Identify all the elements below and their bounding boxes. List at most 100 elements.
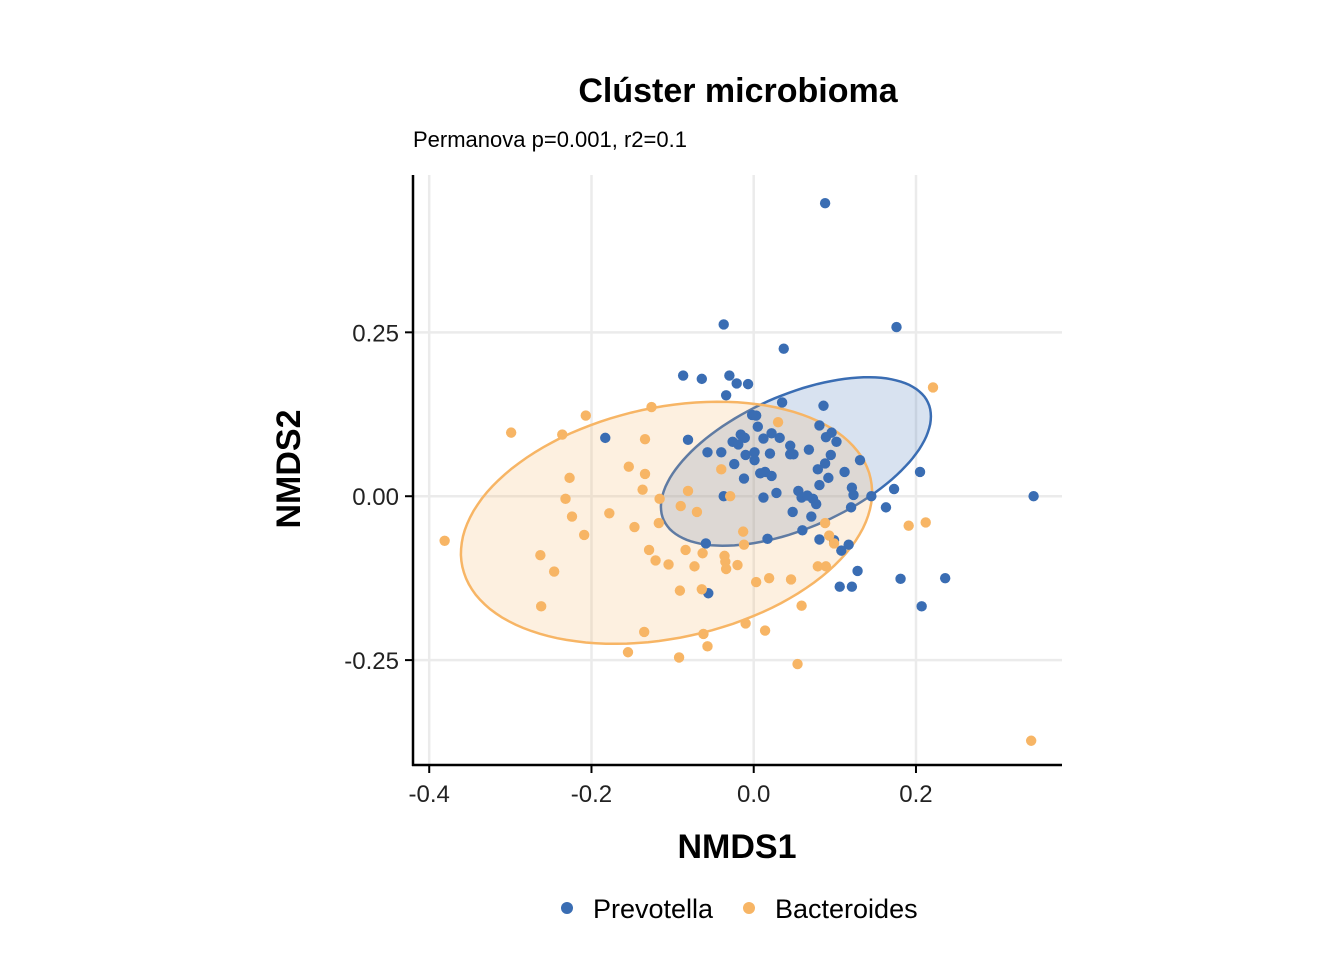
point-prevotella [916, 601, 927, 612]
point-prevotella [834, 581, 845, 592]
legend-label-prevotella: Prevotella [593, 894, 714, 924]
y-axis-title: NMDS2 [270, 409, 308, 528]
point-bacteroides [604, 508, 615, 519]
point-prevotella [854, 454, 866, 466]
point-prevotella [762, 533, 773, 545]
point-bacteroides [439, 535, 450, 546]
point-bacteroides [691, 506, 703, 518]
point-prevotella [814, 420, 825, 431]
point-prevotella [752, 421, 763, 432]
point-bacteroides [639, 468, 651, 480]
point-prevotella [750, 410, 762, 421]
point-bacteroides [763, 572, 775, 584]
point-bacteroides [675, 500, 686, 512]
point-bacteroides [697, 548, 708, 559]
point-prevotella [891, 321, 902, 333]
point-prevotella [880, 502, 892, 513]
point-bacteroides [650, 555, 661, 566]
point-prevotella [866, 491, 877, 502]
point-bacteroides [720, 563, 732, 575]
point-bacteroides [580, 410, 591, 421]
x-tick-label: -0.4 [409, 781, 450, 808]
point-prevotella [716, 447, 727, 458]
point-bacteroides [823, 530, 835, 541]
y-tick-label: -0.25 [344, 648, 399, 675]
point-bacteroides [696, 584, 708, 595]
legend-label-bacteroides: Bacteroides [775, 894, 918, 924]
x-axis-title: NMDS1 [677, 828, 796, 866]
point-prevotella [677, 370, 689, 381]
point-bacteroides [785, 574, 797, 585]
grid-lines [413, 175, 1062, 765]
point-bacteroides [820, 561, 832, 572]
point-prevotella [739, 432, 751, 444]
point-prevotella [819, 197, 831, 209]
point-prevotella [785, 440, 796, 451]
ellipse-prevotella [659, 375, 933, 547]
point-prevotella [814, 534, 825, 545]
point-prevotella [810, 498, 822, 510]
point-bacteroides [792, 658, 803, 670]
point-prevotella [729, 458, 740, 470]
point-bacteroides [639, 626, 650, 638]
point-bacteroides [812, 561, 824, 572]
legend-key-bacteroides [743, 902, 755, 914]
y-tick-label: 0.25 [352, 320, 399, 347]
point-bacteroides [674, 585, 686, 596]
point-prevotella [758, 492, 769, 503]
point-prevotella [778, 343, 789, 354]
point-prevotella [845, 502, 857, 513]
point-bacteroides [643, 544, 655, 556]
point-bacteroides [698, 628, 709, 640]
point-prevotella [764, 448, 776, 459]
point-bacteroides [653, 517, 665, 529]
point-prevotella [731, 378, 742, 389]
point-prevotella [803, 444, 815, 455]
point-prevotella [812, 464, 824, 475]
point-prevotella [852, 565, 863, 577]
point-prevotella [839, 466, 850, 478]
point-prevotella [738, 473, 750, 484]
point-bacteroides [629, 521, 640, 533]
point-prevotella [818, 400, 829, 411]
point-bacteroides [505, 427, 517, 438]
point-prevotella [848, 489, 859, 501]
point-bacteroides [646, 401, 657, 413]
point-prevotella [702, 447, 713, 458]
x-tick-label: 0.0 [737, 781, 770, 808]
point-prevotella [733, 439, 744, 450]
point-prevotella [787, 506, 798, 518]
point-prevotella [755, 468, 766, 479]
point-bacteroides [535, 550, 546, 561]
chart-title: Clúster microbioma [578, 72, 898, 110]
point-bacteroides [566, 511, 578, 522]
point-prevotella [806, 511, 817, 522]
x-tick-label: -0.2 [571, 781, 612, 808]
point-bacteroides [673, 652, 685, 663]
point-prevotella [718, 319, 729, 330]
point-bacteroides [663, 559, 674, 570]
point-prevotella [724, 370, 735, 381]
point-prevotella [742, 378, 754, 390]
point-bacteroides [750, 576, 762, 588]
point-prevotella [749, 454, 760, 466]
point-prevotella [826, 427, 837, 438]
point-prevotella [895, 573, 906, 585]
point-bacteroides [732, 559, 743, 571]
point-prevotella [914, 466, 926, 478]
point-bacteroides [702, 641, 713, 652]
point-prevotella [696, 373, 708, 385]
point-bacteroides [557, 429, 568, 440]
point-prevotella [823, 472, 834, 484]
point-bacteroides [637, 484, 648, 495]
point-prevotella [600, 432, 611, 444]
point-prevotella [758, 433, 769, 444]
point-prevotella [720, 390, 732, 401]
x-tick-label: 0.2 [899, 781, 932, 808]
point-bacteroides [639, 433, 651, 445]
point-prevotella [682, 434, 694, 446]
point-bacteroides [548, 566, 560, 577]
point-bacteroides [927, 382, 939, 393]
